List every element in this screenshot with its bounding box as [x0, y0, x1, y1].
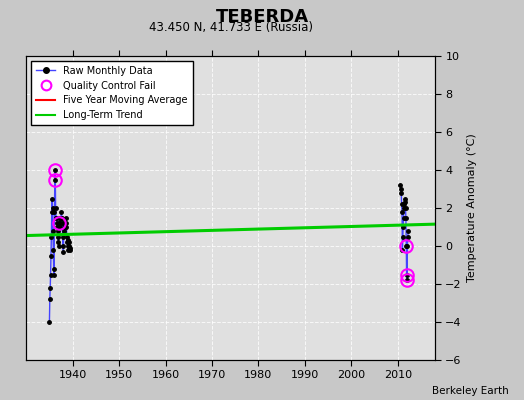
Text: TEBERDA: TEBERDA	[215, 8, 309, 26]
Y-axis label: Temperature Anomaly (°C): Temperature Anomaly (°C)	[467, 134, 477, 282]
Title: 43.450 N, 41.733 E (Russia): 43.450 N, 41.733 E (Russia)	[149, 21, 312, 34]
Text: Berkeley Earth: Berkeley Earth	[432, 386, 508, 396]
Legend: Raw Monthly Data, Quality Control Fail, Five Year Moving Average, Long-Term Tren: Raw Monthly Data, Quality Control Fail, …	[31, 61, 192, 125]
